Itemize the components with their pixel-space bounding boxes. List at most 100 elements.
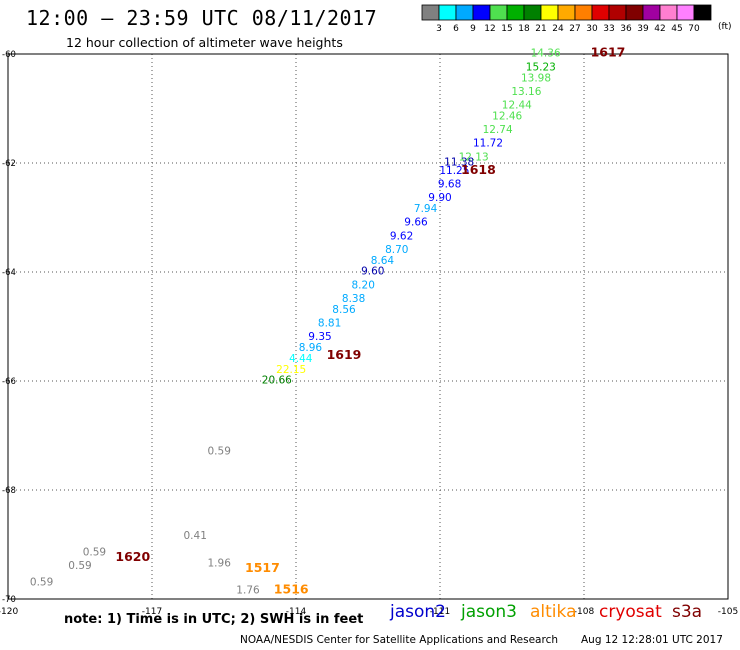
wave-height-reading: 8.20 (352, 279, 375, 291)
colorbar-label: 15 (501, 24, 512, 34)
colorbar-label: 18 (518, 24, 530, 34)
colorbar-label: 45 (671, 24, 682, 34)
wave-height-reading: 22.15 (276, 364, 306, 376)
y-tick-label: -64 (2, 268, 16, 278)
colorbar-label: 36 (620, 24, 632, 34)
colorbar-box (455, 4, 474, 21)
wave-height-reading: 0.59 (83, 546, 106, 558)
x-tick-label: -114 (286, 607, 307, 617)
colorbar-label: 6 (453, 24, 459, 34)
pass-number-label: 1620 (115, 549, 150, 564)
wave-height-reading: 11.72 (473, 138, 503, 150)
pass-number-label: 1617 (591, 45, 626, 60)
colorbar: 3 6 9 12 15 18 21 24 27 30 33 36 39 42 45 70 (421, 4, 712, 34)
wave-height-reading: 0.59 (68, 560, 91, 572)
wave-height-reading: 1.96 (208, 557, 232, 569)
y-tick-label: -62 (2, 159, 16, 169)
y-tick-label: -70 (2, 595, 16, 605)
colorbar-label: 42 (654, 24, 665, 34)
map-border (7, 53, 729, 600)
colorbar-label: 33 (603, 24, 614, 34)
wave-height-reading: 12.44 (502, 100, 532, 112)
wave-height-reading: 14.36 (531, 48, 561, 60)
wave-height-reading: 12.13 (459, 151, 489, 163)
legend-jason2: jason2 (390, 602, 446, 622)
legend-jason3: jason3 (461, 602, 517, 622)
x-tick-label: -120 (0, 607, 18, 617)
colorbar-box (591, 4, 610, 21)
colorbar-box (472, 4, 491, 21)
wave-height-reading: 9.90 (428, 192, 451, 204)
colorbar-box (421, 4, 440, 21)
x-tick-label: -105 (718, 607, 738, 617)
wave-height-reading: 8.38 (342, 293, 365, 305)
wave-height-reading: 8.64 (371, 255, 395, 267)
colorbar-label: 9 (470, 24, 476, 34)
colorbar-box (523, 4, 542, 21)
colorbar-label: 70 (688, 24, 700, 34)
wave-height-reading: 9.62 (390, 230, 413, 242)
footer-note: note: 1) Time is in UTC; 2) SWH is in fe… (64, 612, 364, 627)
wave-height-reading: 13.98 (521, 72, 551, 84)
pass-number-label: 1516 (274, 582, 309, 597)
map-grid (8, 54, 728, 599)
colorbar-box (608, 4, 627, 21)
wave-height-reading: 8.70 (385, 244, 408, 256)
wave-height-reading: 9.66 (404, 217, 428, 229)
wave-height-reading: 15.23 (526, 61, 556, 73)
x-tick-label: -108 (574, 607, 595, 617)
colorbar-box (557, 4, 576, 21)
wave-height-reading: 11.38 (444, 157, 474, 169)
map-frame (7, 53, 729, 600)
wave-height-reading: 7.94 (414, 203, 438, 215)
y-tick-label: -60 (2, 50, 16, 60)
x-tick-label: -117 (142, 607, 162, 617)
wave-height-reading: 9.60 (361, 266, 384, 278)
wave-height-reading: 20.66 (262, 375, 292, 387)
wave-height-reading: 13.16 (511, 86, 541, 98)
colorbar-box (438, 4, 457, 21)
y-tick-label: -68 (2, 486, 16, 496)
legend-s3a: s3a (672, 602, 703, 622)
pass-number-label: 1618 (461, 162, 496, 177)
wave-height-reading: 1.76 (236, 585, 260, 597)
legend-cryosat: cryosat (599, 602, 662, 622)
pass-number-label: 1619 (327, 347, 362, 362)
credit-line: NOAA/NESDIS Center for Satellite Applica… (240, 634, 558, 646)
wave-height-reading: 8.81 (318, 318, 341, 330)
pass-number-label: 1517 (245, 560, 280, 575)
colorbar-box (540, 4, 559, 21)
colorbar-label: 30 (586, 24, 598, 34)
wave-height-reading: 0.41 (184, 530, 207, 542)
wave-height-reading: 9.68 (438, 179, 461, 191)
wave-height-reading: 9.35 (308, 331, 331, 343)
x-tick-label: -111 (430, 607, 450, 617)
colorbar-label: 27 (569, 24, 580, 34)
colorbar-box (676, 4, 695, 21)
wave-height-reading: 11.25 (439, 165, 469, 177)
colorbar-box (625, 4, 644, 21)
colorbar-box (506, 4, 525, 21)
legend-altika: altika (530, 602, 577, 622)
colorbar-label: 24 (552, 24, 564, 34)
colorbar-unit: (ft) (718, 22, 732, 32)
colorbar-box (489, 4, 508, 21)
axis-tick-labels: -120 -117 -114 -111 -108 -105 -60 -62 -64 -66 -68 -… (0, 50, 738, 617)
y-tick-label: -66 (2, 377, 16, 387)
wave-height-reading: 4.44 (289, 353, 313, 365)
wave-height-reading: 12.46 (492, 110, 522, 122)
colorbar-box (642, 4, 661, 21)
colorbar-box (574, 4, 593, 21)
colorbar-box (693, 4, 712, 21)
wave-height-reading: 0.59 (208, 446, 231, 458)
satellite-pass-labels: 1617 1618 1619 1620 1517 1516 (115, 45, 625, 597)
page-title: 12:00 – 23:59 UTC 08/11/2017 (26, 6, 378, 30)
colorbar-label: 21 (535, 24, 546, 34)
wave-height-reading: 8.96 (299, 342, 323, 354)
colorbar-box (659, 4, 678, 21)
colorbar-label: 3 (436, 24, 442, 34)
wave-height-reading: 8.56 (332, 304, 356, 316)
